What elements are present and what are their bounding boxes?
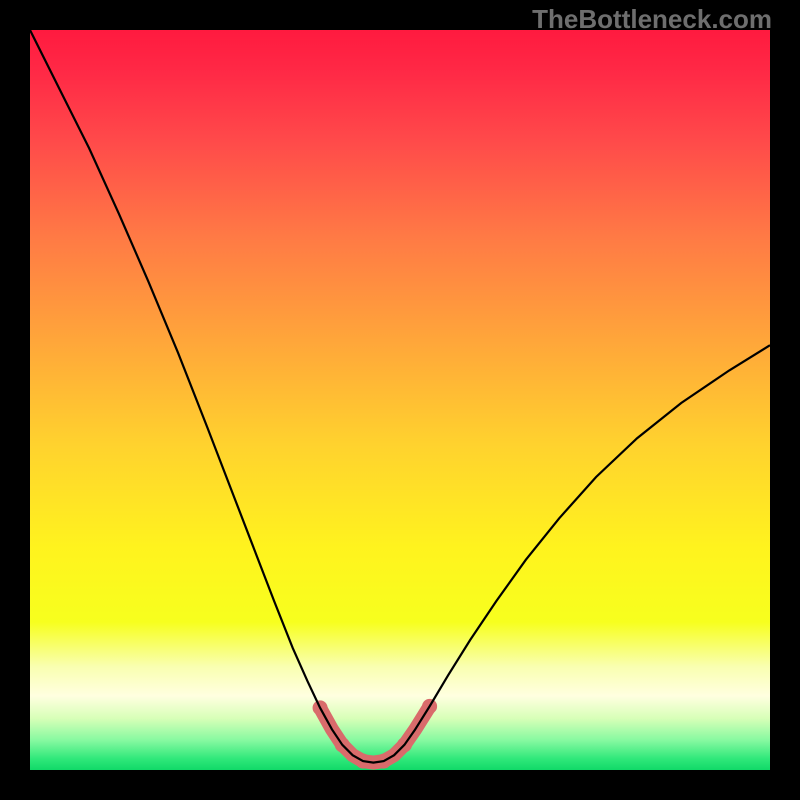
- plot-area: [30, 30, 770, 770]
- watermark-text: TheBottleneck.com: [532, 4, 772, 35]
- bottleneck-chart: TheBottleneck.com: [0, 0, 800, 800]
- plot-background: [30, 30, 770, 770]
